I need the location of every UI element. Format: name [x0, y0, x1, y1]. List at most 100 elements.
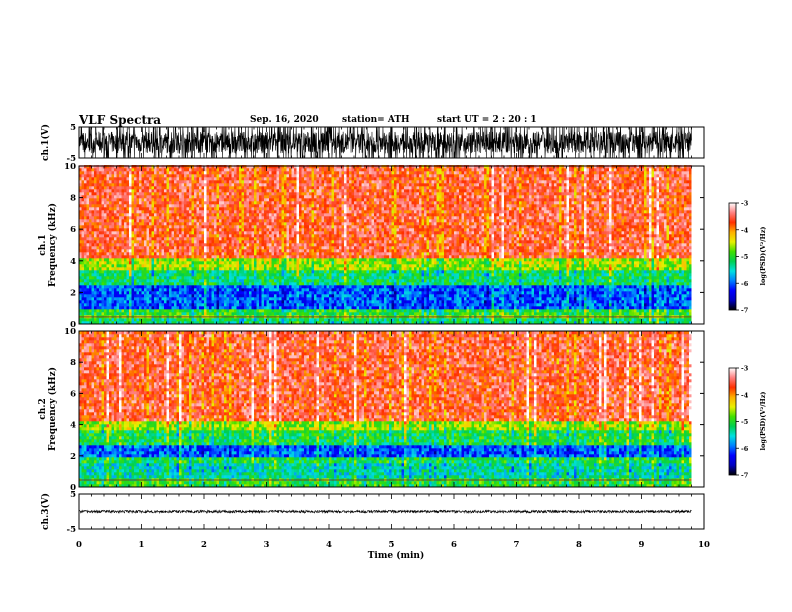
spectrogram-cell: [111, 297, 115, 301]
spectrogram-cell: [436, 270, 440, 274]
spectrogram-cell: [486, 282, 490, 286]
spectrogram-cell: [496, 267, 500, 271]
spectrogram-cell: [356, 270, 360, 274]
spectrogram-cell: [176, 306, 180, 310]
spectrogram-cell: [339, 321, 342, 325]
spectrogram-cell: [646, 312, 650, 316]
spectrogram-cell: [269, 294, 272, 298]
spectrogram-cell: [601, 276, 605, 280]
spectrogram-cell: [314, 285, 317, 289]
spectrogram-cell: [359, 276, 362, 280]
spectrogram-cell: [236, 318, 240, 322]
spectrogram-cell: [496, 303, 500, 307]
spectrogram-cell: [511, 291, 515, 295]
spectrogram-cell: [494, 297, 497, 301]
spectrogram-cell: [686, 297, 690, 301]
spectrogram-cell: [424, 270, 427, 274]
spectrogram-cell: [326, 294, 330, 298]
spectrogram-cell: [526, 267, 530, 271]
spectrogram-cell: [481, 300, 485, 304]
spectrogram-cell: [481, 321, 485, 325]
spectrogram-cell: [116, 306, 120, 310]
spectrogram-cell: [624, 276, 627, 280]
spectrogram-cell: [636, 306, 640, 310]
spectrogram-cell: [384, 312, 387, 316]
spectrogram-cell: [466, 264, 470, 268]
spectrogram-cell: [266, 282, 270, 286]
spectrogram-cell: [424, 300, 427, 304]
spectrogram-cell: [414, 264, 417, 268]
spectrogram-cell: [454, 273, 457, 277]
spectrogram-cell: [244, 270, 247, 274]
spectrogram-cell: [451, 279, 455, 283]
spectrogram-cell: [379, 309, 382, 313]
spectrogram-cell: [141, 279, 145, 283]
spectrogram-cell: [381, 276, 385, 280]
spectrogram-cell: [346, 285, 350, 289]
spectrogram-cell: [171, 288, 175, 292]
spectrogram-cell: [591, 291, 595, 295]
spectrogram-cell: [534, 294, 537, 298]
spectrogram-cell: [229, 309, 232, 313]
spectrogram-cell: [199, 267, 202, 271]
spectrogram-cell: [454, 279, 457, 283]
spectrogram-cell: [339, 285, 342, 289]
spectrogram-cell: [169, 264, 172, 268]
spectrogram-cell: [444, 288, 447, 292]
spectrogram-cell: [401, 276, 405, 280]
spectrogram-cell: [121, 306, 125, 310]
spectrogram-cell: [596, 285, 600, 289]
spectrogram-cell: [274, 294, 277, 298]
spectrogram-cell: [171, 267, 175, 271]
spectrogram-cell: [101, 291, 105, 295]
spectrogram-cell: [321, 312, 325, 316]
spectrogram-cell: [326, 279, 330, 283]
spectrogram-cell: [611, 285, 615, 289]
spectrogram-cell: [126, 261, 130, 265]
spectrogram-cell: [276, 270, 280, 274]
spectrogram-cell: [486, 285, 490, 289]
spectrogram-cell: [114, 306, 117, 310]
spectrogram-cell: [681, 276, 685, 280]
spectrogram-cell: [429, 297, 432, 301]
spectrogram-cell: [601, 282, 605, 286]
spectrogram-cell: [501, 312, 505, 316]
spectrogram-cell: [516, 273, 520, 277]
spectrogram-cell: [459, 282, 462, 286]
spectrogram-cell: [304, 312, 307, 316]
spectrogram-cell: [606, 306, 610, 310]
spectrogram-cell: [554, 303, 557, 307]
spectrogram-cell: [534, 300, 537, 304]
spectrogram-cell: [529, 300, 532, 304]
spectrogram-cell: [476, 306, 480, 310]
spectrogram-cell: [86, 282, 90, 286]
spectrogram-cell: [311, 321, 315, 325]
spectrogram-cell: [286, 321, 290, 325]
spectrogram-cell: [204, 270, 207, 274]
spectrogram-cell: [401, 291, 405, 295]
spectrogram-cell: [304, 321, 307, 325]
spectrogram-cell: [526, 321, 530, 325]
spectrogram-cell: [626, 318, 630, 322]
spectrogram-cell: [664, 300, 667, 304]
spectrogram-cell: [191, 267, 195, 271]
spectrogram-cell: [89, 318, 92, 322]
spectrogram-cell: [436, 294, 440, 298]
spectrogram-cell: [334, 321, 337, 325]
spectrogram-cell: [559, 309, 562, 313]
spectrogram-cell: [109, 297, 112, 301]
spectrogram-cell: [161, 300, 165, 304]
spectrogram-cell: [286, 297, 290, 301]
spectrogram-cell: [586, 303, 590, 307]
spectrogram-cell: [106, 309, 110, 313]
spectrogram-cell: [394, 303, 397, 307]
spectrogram-cell: [494, 306, 497, 310]
spectrogram-cell: [641, 282, 645, 286]
spectrogram-cell: [536, 285, 540, 289]
spectrogram-cell: [81, 285, 85, 289]
spectrogram-cell: [364, 303, 367, 307]
spectrogram-cell: [304, 264, 307, 268]
spectrogram-cell: [486, 318, 490, 322]
spectrogram-cell: [601, 306, 605, 310]
spectrogram-cell: [481, 294, 485, 298]
